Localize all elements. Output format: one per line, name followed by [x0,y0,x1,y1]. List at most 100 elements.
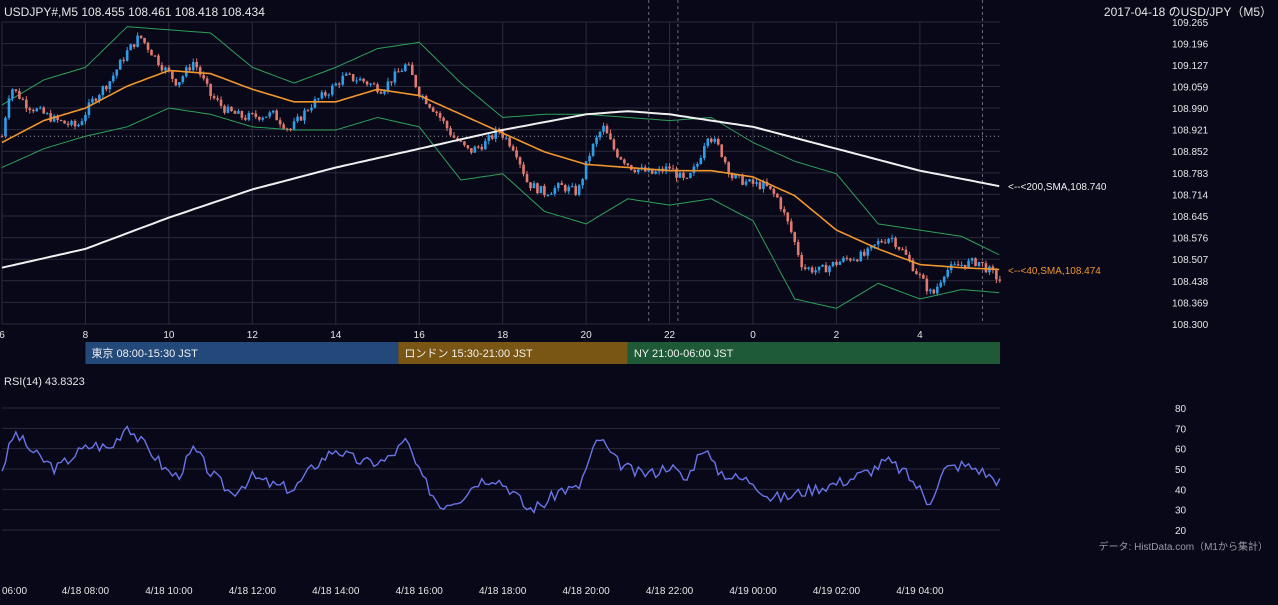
candle-body [636,169,640,173]
candle-body [675,168,678,178]
candle-body [762,181,765,190]
candle-body [101,86,105,96]
candle-body [379,92,383,94]
candle-body [473,146,477,153]
candle-body [397,71,400,73]
hour-tick-label: 2 [834,330,840,341]
data-source-credit: データ: HistData.com（M1から集計） [1099,540,1268,553]
session-bar [85,342,399,364]
candle-body [254,113,258,117]
candle-body [758,182,762,190]
hour-axis-labels: 6 8 10 12 14 16 18 20 22 0 2 4 [0,330,923,341]
candle-body [136,35,139,47]
candle-body [383,90,386,94]
candle-body [171,71,174,79]
candle-body [376,84,379,93]
candle-body [529,182,532,189]
candle-body [28,108,32,110]
hour-tick-label: 18 [497,330,509,341]
candle-body [18,90,21,99]
candle-body [696,163,699,167]
rsi-tick-label: 60 [1175,445,1187,456]
candle-body [755,182,758,184]
candle-body [303,110,306,121]
candle-body [598,131,602,138]
candle-body [52,115,56,122]
rsi-label: RSI(14) 43.8323 [4,376,85,388]
candle-body [970,258,974,261]
candle-body [689,173,692,179]
candle-body [153,55,157,57]
candle-body [369,83,372,85]
candle-body [577,185,581,195]
candle-body [981,261,984,264]
candle-body [581,179,584,186]
candle-body [105,86,108,90]
candle-body [334,83,338,86]
datetime-axis-labels: 06:00 4/18 08:00 4/18 10:00 4/18 12:00 4/18 … [2,586,944,597]
candle-body [633,169,637,173]
candle-body [466,145,470,149]
candle-body [817,266,821,271]
datetime-tick-label: 4/18 12:00 [229,586,277,597]
candle-body [494,128,498,139]
candle-body [887,238,890,243]
price-tick-label: 108.921 [1172,126,1209,137]
candle-body [459,140,463,142]
candle-body [932,289,936,294]
candle-body [87,102,91,115]
candle-body [713,138,717,142]
rsi-tick-label: 40 [1175,485,1187,496]
candle-body [261,117,265,120]
candle-body [480,146,484,150]
candle-body [11,89,14,99]
chart-title: 2017-04-18 のUSD/JPY（M5） [1104,5,1272,19]
candle-body [490,135,494,139]
candle-body [251,113,254,115]
candle-body [800,255,803,268]
candle-body [25,99,28,109]
candle-body [244,117,247,120]
candle-body [424,96,428,105]
datetime-tick-label: 4/18 08:00 [62,586,110,597]
candle-body [7,98,11,118]
candle-body [532,183,536,189]
rsi-axis-labels: 20 30 40 50 60 70 80 [1175,404,1187,537]
candle-body [671,168,675,170]
candle-body [386,81,390,91]
candle-body [616,149,619,158]
candle-body [692,166,696,174]
candle-body [483,140,487,150]
candle-body [803,267,807,269]
candle-body [431,107,435,112]
candle-body [449,128,452,136]
sma40-annotation: <--<40,SMA,108.474 [1008,266,1101,277]
candle-body [445,121,449,129]
datetime-tick-label: 4/19 02:00 [813,586,861,597]
candle-body [122,59,125,61]
candle-body [188,67,192,71]
candle-body [14,89,18,91]
candle-body [894,237,897,248]
candle-body [198,67,202,75]
candle-body [828,266,831,273]
candle-body [668,166,671,169]
rsi-tick-label: 20 [1175,526,1187,537]
candle-body [111,75,115,82]
rsi-tick-label: 50 [1175,465,1187,476]
candle-body [438,113,442,118]
candle-body [216,98,219,100]
candle-body [609,133,612,140]
candle-body [247,113,251,120]
hour-tick-label: 14 [330,330,342,341]
price-tick-label: 108.369 [1172,298,1209,309]
candle-body [42,107,46,114]
candle-body [219,99,223,106]
candle-body [404,64,407,71]
candle-body [998,279,1002,281]
bollinger-bands [1,26,1000,309]
candle-body [584,161,588,180]
candle-body [929,289,932,292]
